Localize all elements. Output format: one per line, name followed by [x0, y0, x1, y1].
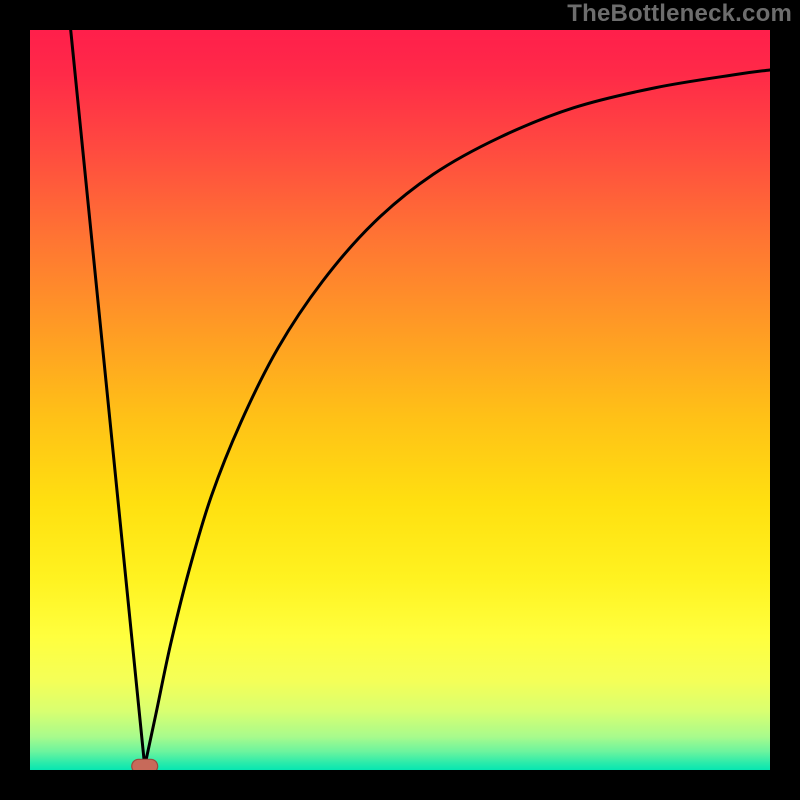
bottleneck-curve — [71, 30, 770, 766]
watermark-label: TheBottleneck.com — [567, 0, 792, 28]
optimum-marker — [132, 759, 158, 770]
plot-area — [30, 30, 770, 770]
curve-overlay — [30, 30, 770, 770]
chart-frame: TheBottleneck.com — [0, 0, 800, 800]
